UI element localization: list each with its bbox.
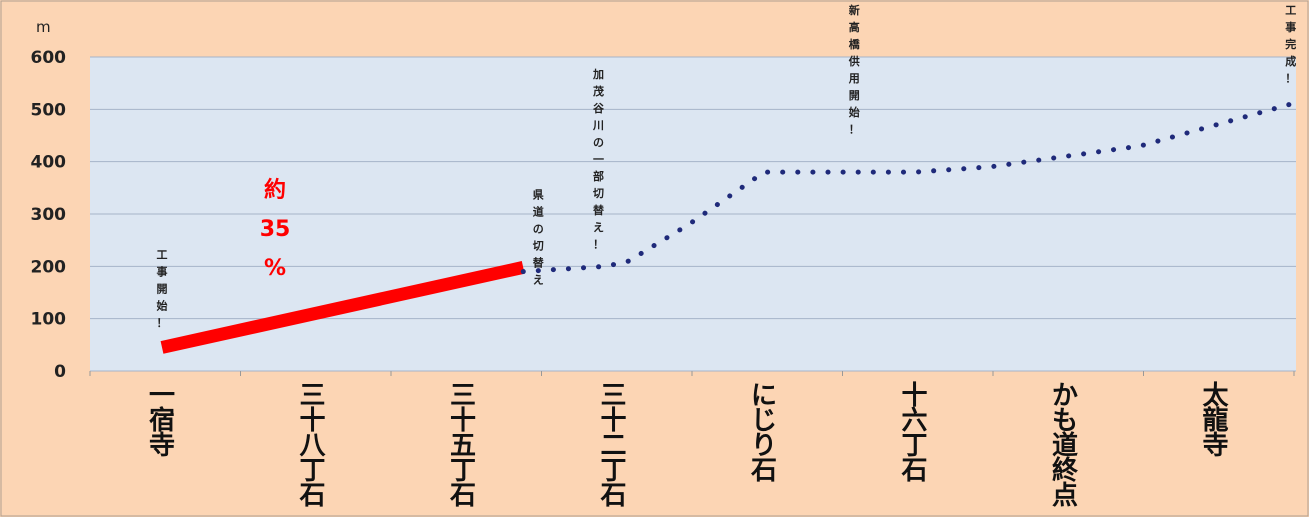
y-tick-label: 0 <box>54 362 66 382</box>
milestone-annotation: 工事開始！ <box>157 248 168 329</box>
progress-percent-label: 約 35% <box>260 177 291 281</box>
milestone-annotation: 工事完成！ <box>1285 4 1296 85</box>
x-category-label: 十六丁石 <box>900 381 927 486</box>
x-category-label: かも道終点 <box>1052 381 1079 511</box>
completed-section-line <box>160 261 525 354</box>
y-tick-label: 100 <box>31 310 67 330</box>
y-axis-unit: m <box>36 18 51 36</box>
x-category-label: 太龍寺 <box>1202 381 1229 461</box>
x-category-label: 三十八丁石 <box>298 381 326 511</box>
y-tick-label: 300 <box>31 205 67 225</box>
y-tick-label: 400 <box>31 153 67 173</box>
x-category-label: にじり石 <box>750 381 777 486</box>
milestone-annotation: 新高橋供用開始！ <box>848 3 861 136</box>
milestone-annotation: 県道の切替え <box>533 188 545 286</box>
y-tick-label: 200 <box>31 257 67 277</box>
x-category-label: 三十五丁石 <box>449 381 476 511</box>
x-category-label: 三十二丁石 <box>599 381 626 511</box>
y-tick-label: 600 <box>31 48 67 68</box>
x-category-label: 一宿寺 <box>149 381 175 461</box>
milestone-annotation: 加茂谷川の一部切替え！ <box>592 67 605 251</box>
y-tick-label: 500 <box>31 100 67 120</box>
